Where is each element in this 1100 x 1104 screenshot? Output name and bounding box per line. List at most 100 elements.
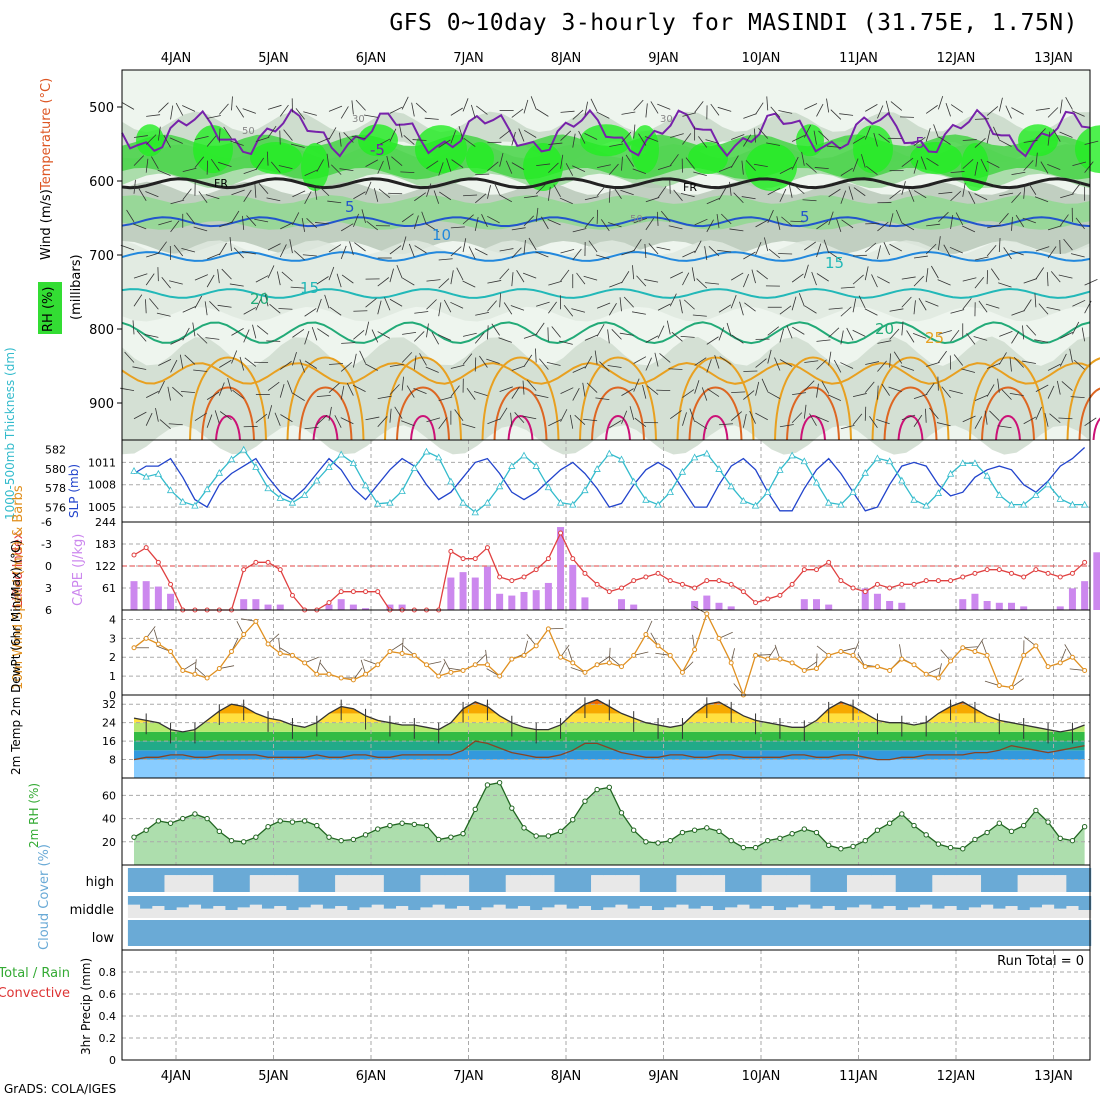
cloud-mid-cell bbox=[445, 896, 458, 909]
wind-speed-line-point bbox=[510, 657, 514, 661]
wind-speed-line-point bbox=[1010, 685, 1014, 689]
cape-bar bbox=[630, 605, 637, 610]
cloud-high-cell bbox=[944, 868, 957, 875]
cloud-high-cell bbox=[810, 868, 823, 892]
cloud-high-cell bbox=[530, 875, 543, 892]
lifted-index-tick-label: 3 bbox=[45, 582, 52, 595]
y-tick-label: 1 bbox=[109, 670, 116, 683]
cloud-mid-cell bbox=[737, 905, 750, 918]
rh-line-point bbox=[1021, 823, 1025, 827]
cloud-low-cell bbox=[871, 920, 884, 946]
cloud-mid-cell bbox=[810, 896, 823, 909]
cloud-mid-cell bbox=[798, 905, 811, 918]
cloud-mid-cell bbox=[445, 909, 458, 918]
cape-bar bbox=[898, 603, 905, 610]
y-tick-label: 8 bbox=[109, 754, 116, 767]
lifted-index-line-point bbox=[254, 560, 258, 564]
cape-bar bbox=[496, 594, 503, 610]
cloud-mid-cell bbox=[835, 896, 848, 910]
rh-line-point bbox=[546, 834, 550, 838]
cloud-mid-cell bbox=[1054, 909, 1067, 918]
cloud-low-cell bbox=[201, 920, 214, 946]
wind-speed-line-point bbox=[364, 672, 368, 676]
cloud-low-cell bbox=[189, 920, 202, 946]
rh-line-point bbox=[571, 818, 575, 822]
cape-bar bbox=[971, 594, 978, 610]
cloud-mid-cell bbox=[359, 896, 372, 907]
thickness-line-point bbox=[704, 451, 710, 457]
cloud-mid-cell bbox=[542, 896, 555, 907]
rh-line-point bbox=[753, 845, 757, 849]
rh-line-point bbox=[668, 838, 672, 842]
lifted-index-line-point bbox=[912, 582, 916, 586]
cape-tick-label: 183 bbox=[95, 538, 116, 551]
cloud-high-cell bbox=[859, 868, 872, 875]
cloud-mid-cell bbox=[140, 909, 153, 918]
lifted-index-tick-label: -3 bbox=[41, 538, 52, 551]
cloud-mid-cell bbox=[871, 896, 884, 909]
cloud-mid-cell bbox=[847, 907, 860, 918]
rh-line-point bbox=[412, 822, 416, 826]
cloud-high-cell bbox=[359, 875, 372, 892]
wind-speed-line-point bbox=[583, 670, 587, 674]
y-tick-label: 600 bbox=[89, 175, 114, 190]
cloud-low-cell bbox=[384, 920, 397, 946]
cloud-mid-cell bbox=[201, 909, 214, 918]
cloud-mid-cell bbox=[884, 896, 897, 906]
cloud-high-cell bbox=[932, 875, 945, 892]
cloud-mid-cell bbox=[201, 896, 214, 909]
cloud-high-cell bbox=[932, 868, 945, 875]
top-day-label: 10JAN bbox=[742, 51, 781, 66]
slp-panel-frame bbox=[122, 440, 1090, 522]
cloud-high-cell bbox=[201, 875, 214, 892]
wind-speed-line-point bbox=[863, 665, 867, 669]
wind-speed-line-point bbox=[144, 636, 148, 640]
y-tick-label: 20 bbox=[102, 836, 116, 849]
lifted-index-line-point bbox=[583, 571, 587, 575]
cloud-mid-cell bbox=[932, 909, 945, 918]
rh-line-point bbox=[132, 835, 136, 839]
wind-speed-line-point bbox=[680, 670, 684, 674]
lifted-index-line-point bbox=[364, 590, 368, 594]
y-tick-label: 500 bbox=[89, 101, 114, 116]
cloud-high-cell bbox=[676, 868, 689, 875]
cloud-mid-cell bbox=[542, 907, 555, 918]
cloud-low-cell bbox=[530, 920, 543, 946]
cloud-high-cell bbox=[615, 875, 628, 892]
cloud-high-cell bbox=[213, 868, 226, 892]
rh-line-point bbox=[948, 845, 952, 849]
cloud-high-cell bbox=[518, 868, 531, 875]
y-tick-label: 3 bbox=[109, 632, 116, 645]
cloud-mid-cell bbox=[786, 907, 799, 918]
cloud-mid-cell bbox=[603, 907, 616, 918]
wind-speed-line-point bbox=[997, 684, 1001, 688]
rh-high-blob bbox=[466, 142, 494, 174]
wind-speed-line-point bbox=[193, 672, 197, 676]
cloud-mid-cell bbox=[164, 896, 177, 910]
cloud-mid-cell bbox=[689, 896, 702, 909]
cape-bar bbox=[825, 605, 832, 610]
rh-line-point bbox=[193, 812, 197, 816]
cloud-mid-cell bbox=[213, 906, 226, 918]
wind-speed-line-point bbox=[1083, 668, 1087, 672]
cloud-high-cell bbox=[957, 868, 970, 875]
cloud-mid-cell bbox=[347, 910, 360, 918]
cloud-low-cell bbox=[250, 920, 263, 946]
cloud-mid-cell bbox=[737, 896, 750, 905]
cloud-high-cell bbox=[323, 868, 336, 892]
cloud-mid-cell bbox=[311, 896, 324, 905]
precip-panel-frame bbox=[122, 950, 1090, 1060]
cloud-mid-cell bbox=[676, 905, 689, 918]
bottom-day-label: 12JAN bbox=[937, 1069, 976, 1084]
cloud-mid-cell bbox=[262, 896, 275, 909]
rh-line-point bbox=[522, 826, 526, 830]
temp-band bbox=[122, 741, 1090, 750]
cloud-high-cell bbox=[542, 868, 555, 875]
cloud-high-cell bbox=[798, 875, 811, 892]
cloud-low-cell bbox=[554, 920, 567, 946]
cloud-low-cell bbox=[213, 920, 226, 946]
cloud-mid-cell bbox=[1042, 896, 1055, 905]
cloud-mid-cell bbox=[859, 905, 872, 918]
lifted-index-tick-label: 6 bbox=[45, 604, 52, 617]
